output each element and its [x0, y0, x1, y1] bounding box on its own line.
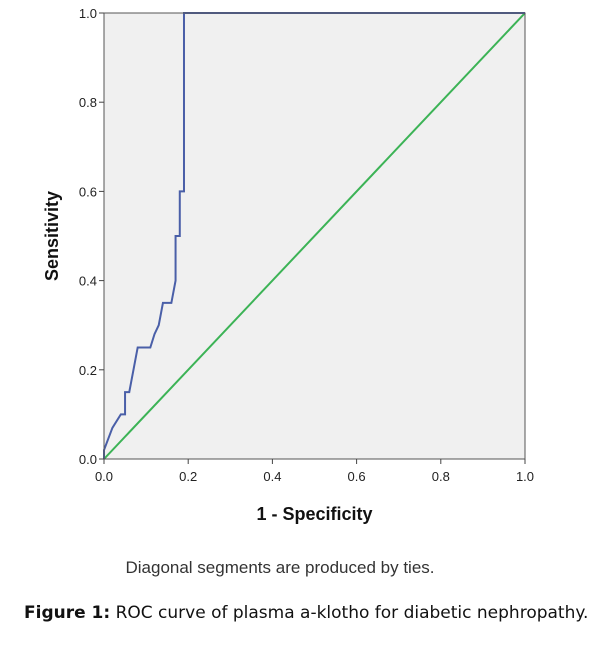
- y-tick-label: 0.2: [79, 363, 97, 378]
- plot-frame: [103, 12, 526, 460]
- series-layer: [103, 12, 526, 460]
- axes-layer: 0.0 0.2 0.4 0.6 0.8 1.0 0.0 0.2 0.4 0.6 0.8 1.0: [79, 6, 534, 484]
- caption-text: ROC curve of plasma a-klotho for diabeti…: [110, 603, 589, 623]
- y-tick-label: 0.0: [79, 452, 97, 467]
- figure-label: Figure 1:: [24, 603, 111, 623]
- x-axis-title: 1 - Specificity: [256, 504, 372, 524]
- x-tick-label: 0.8: [432, 469, 450, 484]
- x-tick-label: 1.0: [516, 469, 534, 484]
- series-line-roc-curve: [103, 12, 525, 459]
- y-tick-label: 0.4: [79, 274, 97, 289]
- roc-chart: 0.0 0.2 0.4 0.6 0.8 1.0 0.0 0.2 0.4 0.6 0.8 1.0 1 -…: [42, 6, 534, 524]
- x-tick-label: 0.2: [179, 469, 197, 484]
- y-tick-label: 0.8: [79, 95, 97, 110]
- y-tick-label: 0.6: [79, 184, 97, 199]
- x-tick-label: 0.4: [263, 469, 281, 484]
- y-axis-title: Sensitivity: [42, 191, 62, 281]
- chart-footnote: Diagonal segments are produced by ties.: [125, 558, 435, 577]
- figure-caption: Figure 1: ROC curve of plasma a-klotho f…: [24, 600, 594, 627]
- y-tick-label: 1.0: [79, 6, 97, 21]
- x-tick-label: 0.6: [348, 469, 366, 484]
- series-line-reference-line: [103, 12, 526, 460]
- x-tick-label: 0.0: [95, 469, 113, 484]
